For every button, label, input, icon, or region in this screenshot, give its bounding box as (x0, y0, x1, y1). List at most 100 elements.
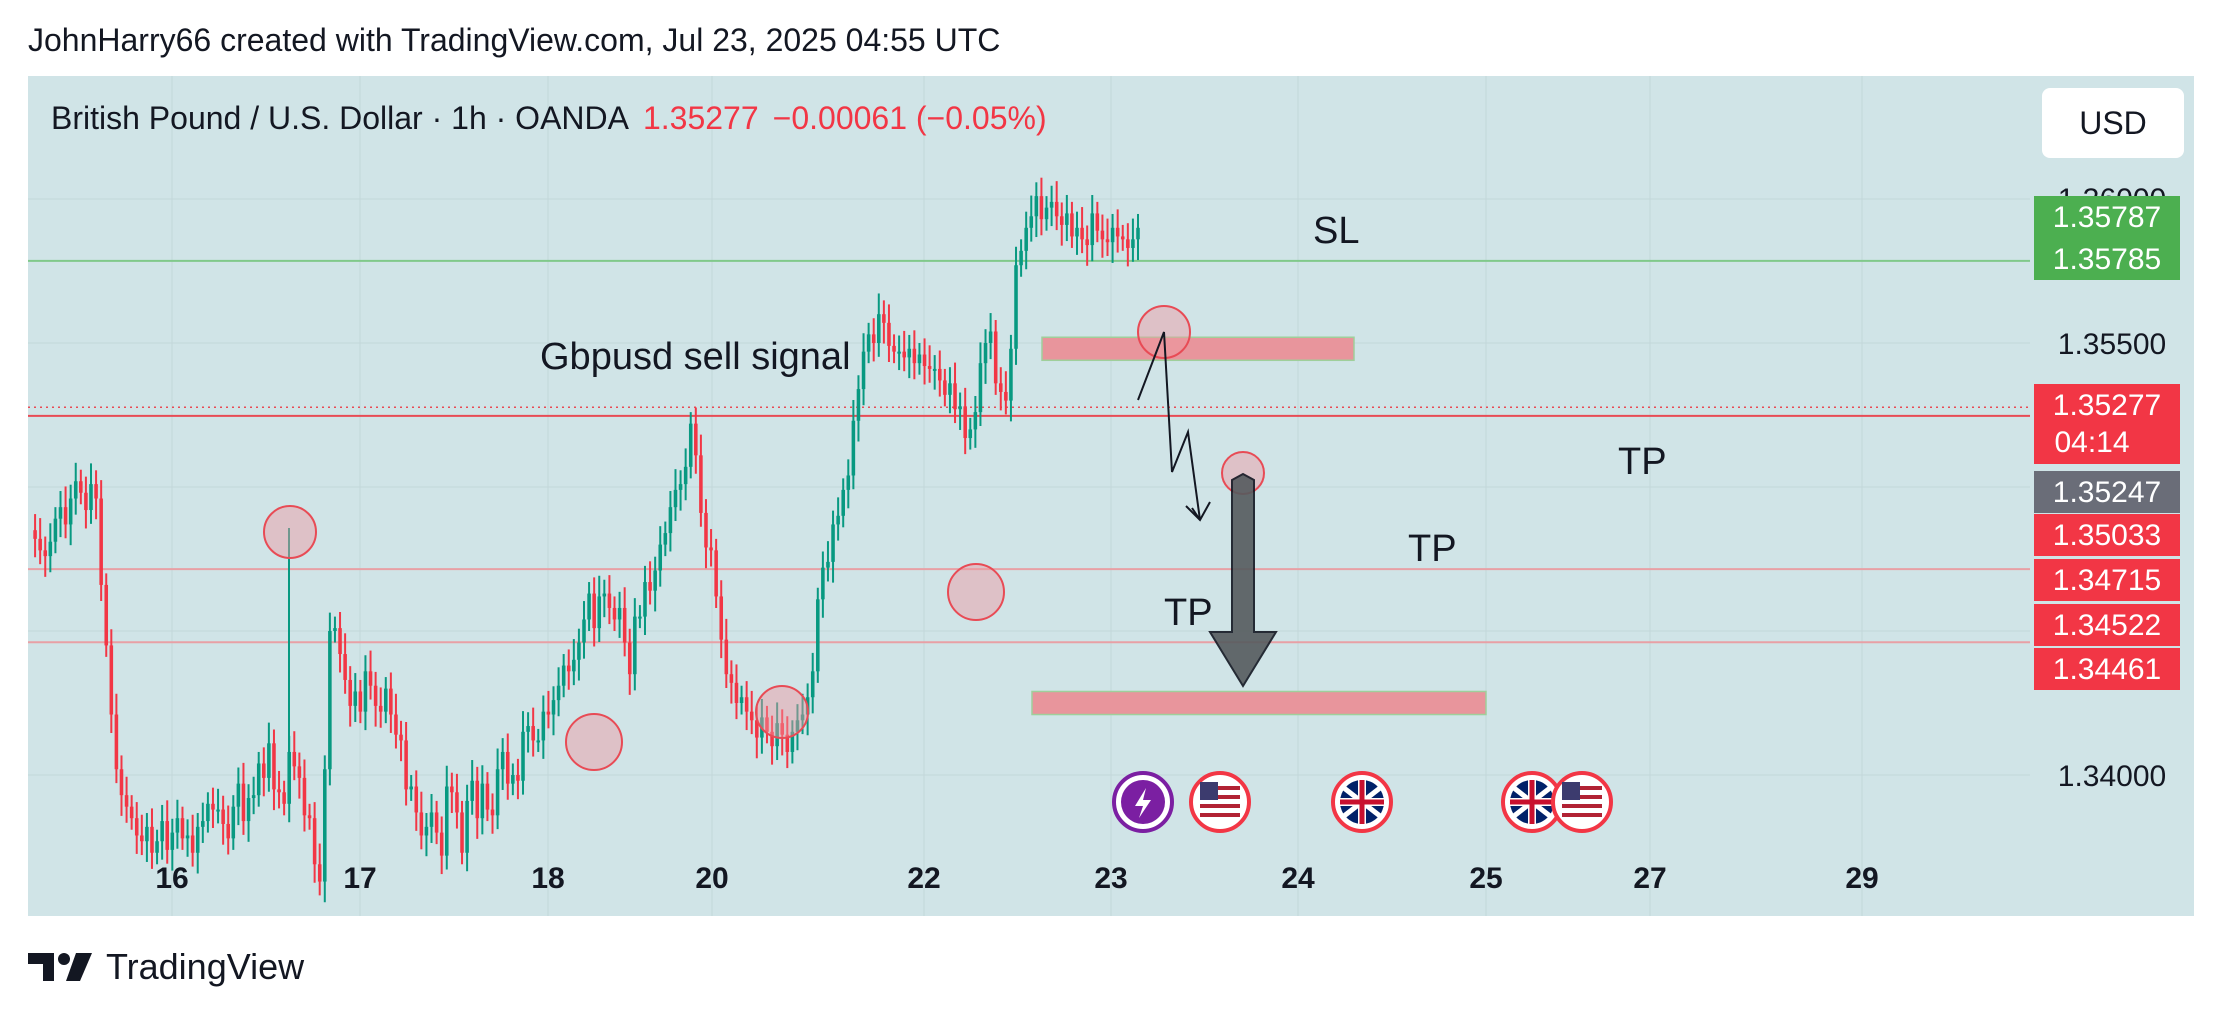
candle-body (262, 763, 266, 778)
candle-body (688, 423, 693, 467)
candle-body (267, 743, 271, 778)
price-tag[interactable] (2034, 238, 2180, 280)
price-tag[interactable] (2034, 604, 2180, 646)
candle-body (516, 775, 520, 781)
candle-body (1100, 230, 1105, 240)
candle-body (414, 786, 419, 813)
candle-body (821, 567, 825, 600)
price-tag[interactable] (2034, 648, 2180, 690)
candle-body (170, 832, 175, 850)
candle-body (709, 547, 713, 551)
candle-body (216, 809, 220, 812)
lightning-bolt (1135, 788, 1151, 818)
price-tag-label: 1.35277 (2053, 389, 2161, 422)
candle-body (1126, 239, 1130, 248)
candle-body (836, 515, 840, 525)
candle-body (531, 726, 535, 741)
candle-body (694, 423, 698, 456)
candle-body (638, 616, 642, 619)
candle-body (597, 596, 602, 629)
price-tag[interactable] (2034, 514, 2180, 556)
signal-text: Gbpusd sell signal (540, 336, 851, 378)
candle-body (429, 812, 434, 827)
candle-body (485, 783, 490, 810)
candle-body (175, 818, 180, 833)
candle-body (1120, 236, 1125, 240)
candle-body (109, 645, 114, 715)
flag-canton (1200, 782, 1218, 800)
candle-body (810, 671, 815, 698)
candle-body (68, 498, 73, 525)
candle-body (577, 642, 581, 660)
x-tick-label: 29 (1845, 862, 1878, 895)
x-tick-label: 24 (1281, 862, 1315, 895)
x-tick-label: 27 (1633, 862, 1666, 895)
candle-body (190, 835, 195, 853)
candle-body (673, 489, 678, 508)
candle-body (958, 406, 962, 410)
candle-body (394, 714, 398, 735)
highlight-circle (947, 563, 1005, 621)
candle-body (1070, 213, 1074, 237)
candle-body (882, 314, 886, 323)
candle-body (719, 596, 724, 640)
symbol-title[interactable]: British Pound / U.S. Dollar · 1h · OANDA (51, 100, 629, 136)
price-change: −0.00061 (−0.05%) (772, 100, 1047, 136)
candle-body (724, 639, 729, 675)
projection-arrowhead (1185, 501, 1211, 522)
highlight-circle (263, 505, 317, 559)
price-tag[interactable] (2034, 196, 2180, 238)
candle-body (460, 812, 464, 853)
candle-body (587, 593, 591, 620)
candle-body (541, 711, 546, 741)
candle-body (221, 809, 225, 824)
tp3-text: TP (1164, 592, 1213, 634)
price-tag[interactable] (2034, 384, 2180, 464)
candle-body (678, 484, 683, 490)
candle-body (988, 331, 993, 343)
price-tag-label: 1.34522 (2053, 609, 2161, 642)
candle-body (338, 628, 342, 655)
candle-body (302, 777, 307, 816)
candle-body (58, 507, 63, 519)
candle-body (795, 720, 800, 732)
candle-body (582, 619, 586, 643)
candle-body (114, 714, 119, 770)
tradingview-logo[interactable]: TradingView (28, 946, 304, 988)
candle-body (1075, 227, 1079, 237)
candle-body (73, 481, 78, 499)
candle-body (353, 691, 358, 706)
currency-button[interactable]: USD (2042, 88, 2184, 158)
price-tag[interactable] (2034, 471, 2180, 513)
candle-body (912, 348, 917, 364)
candle-body (704, 512, 708, 548)
candle-body (389, 688, 393, 715)
tradingview-brand: TradingView (106, 946, 305, 987)
price-tag[interactable] (2034, 559, 2180, 601)
tp2-text: TP (1408, 528, 1457, 570)
candle-body (439, 832, 444, 856)
flag-stripe (1562, 804, 1602, 808)
candle-body (48, 541, 53, 557)
candle-body (648, 582, 652, 591)
candle-body (927, 366, 932, 369)
candle-body (185, 835, 190, 839)
candle-body (907, 348, 912, 358)
candle-body (226, 823, 230, 839)
candle-body (938, 368, 942, 381)
candle-body (851, 420, 856, 476)
candle-body (536, 740, 541, 743)
candle-body (292, 751, 297, 767)
x-tick-label: 23 (1094, 862, 1127, 895)
candle-body (434, 812, 439, 833)
candle-body (450, 786, 454, 793)
price-tag-label: 1.35787 (2053, 201, 2161, 234)
candle-body (201, 821, 205, 827)
flag-stripe (1200, 804, 1240, 808)
candle-body (561, 665, 566, 686)
candle-body (1085, 239, 1089, 246)
candle-body (607, 593, 612, 608)
price-tag-label: 1.35033 (2053, 519, 2161, 552)
candle-body (1004, 391, 1008, 401)
